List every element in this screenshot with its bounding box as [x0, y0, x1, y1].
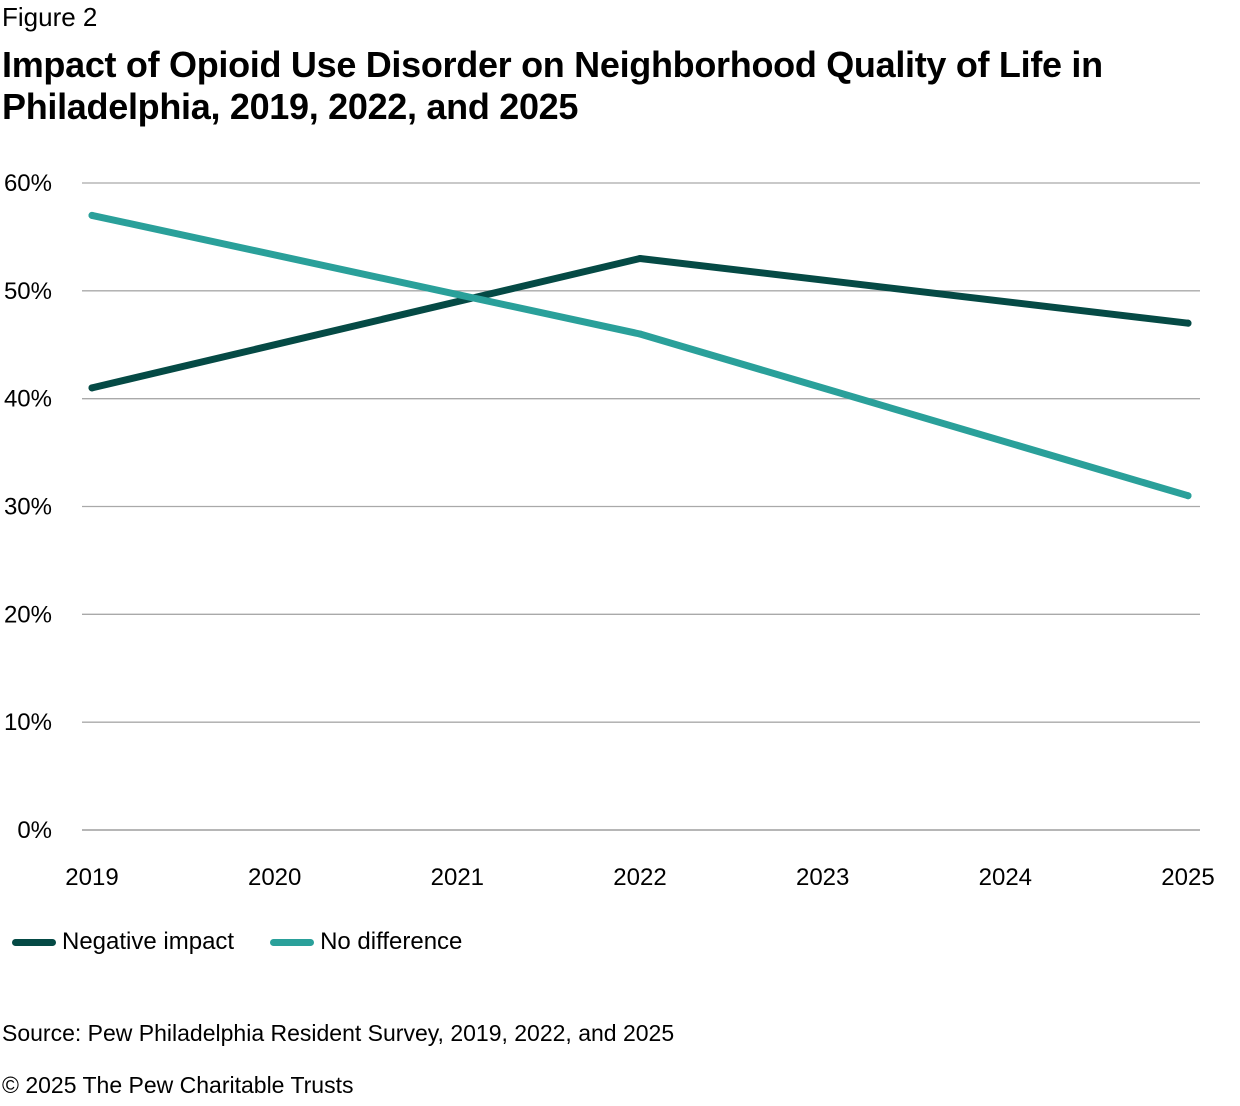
legend-swatch-no-difference: [270, 938, 315, 946]
chart-title: Impact of Opioid Use Disorder on Neighbo…: [2, 44, 1103, 127]
x-tick-label: 2019: [65, 864, 118, 891]
x-tick-label: 2022: [613, 864, 666, 891]
series-lines: [88, 211, 1192, 500]
data-point-no-difference: [88, 211, 96, 219]
x-tick-label: 2023: [796, 864, 849, 891]
y-tick-label: 50%: [4, 278, 52, 305]
data-point-negative-impact: [636, 254, 644, 262]
x-tick-label: 2020: [248, 864, 301, 891]
y-tick-label: 10%: [4, 709, 52, 736]
y-tick-label: 40%: [4, 386, 52, 413]
legend: Negative impact No difference: [12, 928, 498, 956]
data-point-no-difference: [636, 330, 644, 338]
data-point-negative-impact: [88, 384, 96, 392]
x-tick-label: 2024: [979, 864, 1032, 891]
x-tick-label: 2025: [1161, 864, 1214, 891]
x-tick-label: 2021: [431, 864, 484, 891]
line-chart: 0% 10% 20% 30% 40% 50% 60% 2019 2020 2021 2022 202…: [4, 170, 1215, 891]
figure-label: Figure 2: [2, 2, 98, 32]
data-point-no-difference: [1184, 492, 1192, 500]
x-axis-ticks: 2019 2020 2021 2022 2023 2024 2025: [65, 864, 1214, 891]
legend-swatch-negative-impact: [12, 938, 56, 946]
y-tick-label: 0%: [17, 817, 52, 844]
series-line-negative-impact: [88, 255, 1192, 392]
y-tick-label: 30%: [4, 494, 52, 521]
legend-item-no-difference: No difference: [270, 928, 462, 956]
source-note: Source: Pew Philadelphia Resident Survey…: [2, 1020, 675, 1046]
legend-label-negative-impact: Negative impact: [62, 928, 235, 955]
legend-label-no-difference: No difference: [320, 928, 463, 955]
legend-item-negative-impact: Negative impact: [12, 928, 234, 956]
y-tick-label: 60%: [4, 170, 52, 197]
y-tick-label: 20%: [4, 601, 52, 628]
data-point-negative-impact: [1184, 319, 1192, 327]
gridlines: [82, 182, 1200, 831]
y-axis-ticks: 0% 10% 20% 30% 40% 50% 60%: [4, 170, 52, 844]
copyright-note: © 2025 The Pew Charitable Trusts: [2, 1072, 354, 1098]
